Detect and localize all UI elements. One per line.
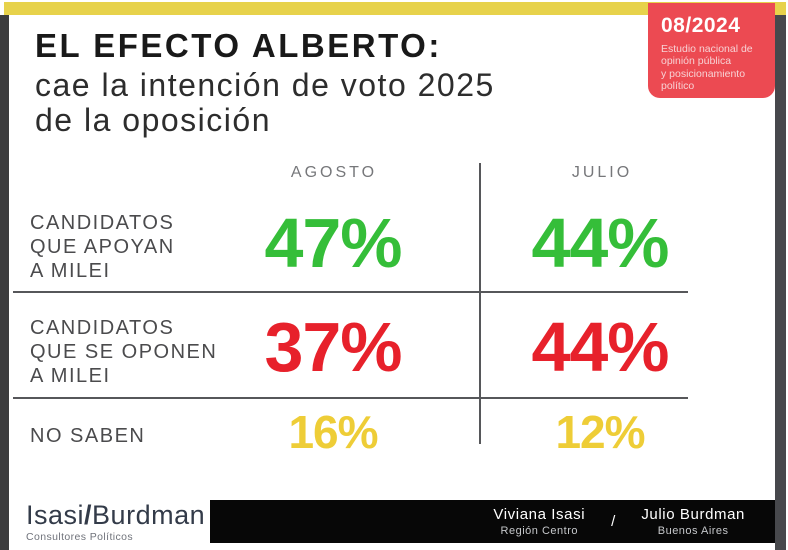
page-title: EL EFECTO ALBERTO: (35, 27, 442, 64)
row-label-oponen-milei: CANDIDATOS QUE SE OPONEN A MILEI (30, 317, 218, 387)
row-divider-line-1 (13, 291, 688, 293)
column-header-julio: JULIO (571, 164, 633, 181)
row-divider-line-2 (13, 397, 688, 399)
value-nosaben-julio: 12% (555, 406, 645, 458)
logo-slash: / (84, 500, 93, 530)
badge-description: Estudio nacional de opinión pública y po… (661, 43, 753, 93)
company-logo: Isasi/Burdman Consultores Políticos (26, 502, 205, 544)
row-label-apoyan-milei: CANDIDATOS QUE APOYAN A MILEI (30, 212, 175, 282)
value-nosaben-agosto: 16% (288, 406, 378, 458)
credits-bar: Viviana Isasi Región Centro / Julio Burd… (210, 500, 775, 543)
logo-part2: Burdman (92, 500, 206, 530)
badge-date: 08/2024 (661, 14, 741, 37)
credits-separator: / (611, 513, 616, 530)
value-oponen-julio: 44% (531, 308, 669, 386)
top-accent-bar (4, 2, 786, 15)
credit-julio-burdman: Julio Burdman Buenos Aires (641, 506, 745, 537)
credit-name: Julio Burdman (641, 506, 745, 523)
column-divider-line (479, 163, 481, 444)
credit-region: Buenos Aires (657, 525, 729, 537)
logo-wordmark: Isasi/Burdman (26, 502, 205, 529)
value-oponen-agosto: 37% (264, 308, 402, 386)
value-apoyan-julio: 44% (531, 204, 669, 282)
value-apoyan-agosto: 47% (264, 204, 402, 282)
page-subtitle: cae la intención de voto 2025 de la opos… (35, 67, 495, 139)
left-edge-border (0, 15, 9, 550)
row-label-no-saben: NO SABEN (30, 425, 146, 447)
study-date-badge: 08/2024 Estudio nacional de opinión públ… (648, 3, 775, 98)
credit-region: Región Centro (500, 525, 578, 537)
logo-part1: Isasi (26, 500, 85, 530)
column-header-agosto: AGOSTO (290, 164, 378, 181)
credit-name: Viviana Isasi (493, 506, 586, 523)
right-edge-border (775, 15, 786, 550)
logo-tagline: Consultores Políticos (26, 531, 134, 543)
credit-viviana-isasi: Viviana Isasi Región Centro (493, 506, 585, 537)
title-block: EL EFECTO ALBERTO: cae la intención de v… (35, 27, 495, 139)
